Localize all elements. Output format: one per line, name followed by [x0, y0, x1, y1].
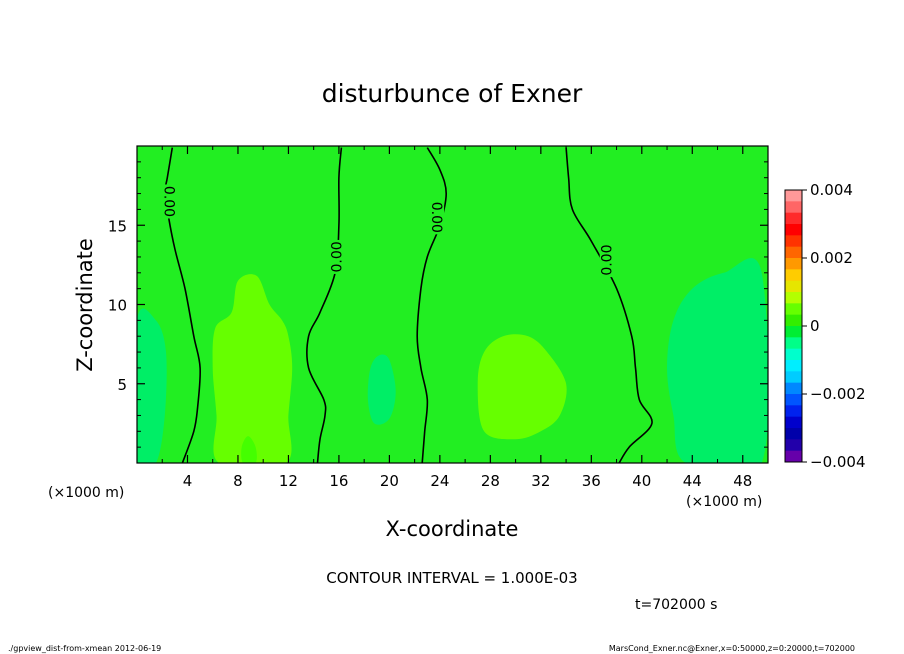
x-tick-label: 20: [380, 472, 399, 490]
colorbar-tick-label: −0.004: [810, 453, 866, 471]
x-tick-label: 48: [733, 472, 752, 490]
colorbar-swatch: [785, 224, 802, 236]
colorbar-swatch: [785, 269, 802, 282]
x-tick-label: 36: [582, 472, 601, 490]
colorbar-swatch: [785, 314, 802, 327]
contour-label-bg: [428, 200, 445, 235]
colorbar-swatch: [785, 337, 802, 350]
colorbar-swatch: [785, 450, 802, 463]
y-axis-unit: (×1000 m): [48, 485, 124, 501]
region-positive-spot-bottom: [241, 436, 257, 463]
contour-labels: 0.00 0.00 0.00 0.00: [160, 184, 616, 278]
colorbar-labels: 0.004 0.002 0 −0.002 −0.004: [802, 181, 866, 471]
x-tick-label: 24: [430, 472, 449, 490]
colorbar-tick-label: −0.002: [810, 385, 866, 403]
contour-label: 0.00: [161, 186, 177, 217]
colorbar-tick-label: 0.004: [810, 181, 853, 199]
y-axis-ticks: 5 10 15: [108, 161, 768, 448]
shaded-regions: [137, 258, 768, 463]
colorbar-swatch: [785, 292, 802, 304]
contour-label-bg: [329, 239, 346, 274]
y-tick-label: 5: [117, 376, 127, 394]
colorbar-swatch: [785, 246, 802, 259]
contour-label-bg: [160, 184, 177, 219]
contour-interval-text: CONTOUR INTERVAL = 1.000E-03: [326, 569, 577, 587]
zero-contour-line-4: [565, 147, 653, 463]
contour-label: 0.00: [330, 241, 346, 272]
x-tick-label: 40: [632, 472, 651, 490]
contour-label: 0.00: [428, 202, 444, 233]
colorbar-swatch: [785, 405, 802, 418]
footer-left: ./gpview_dist-from-xmean 2012-06-19: [8, 644, 161, 653]
region-negative-spot-center: [367, 354, 396, 425]
colorbar-swatch: [785, 382, 802, 395]
colorbar-swatch: [785, 371, 802, 384]
x-axis-unit: (×1000 m): [686, 494, 762, 510]
contour-label-bg: [599, 243, 616, 278]
x-tick-label: 28: [481, 472, 500, 490]
colorbar-tick-label: 0.002: [810, 249, 853, 267]
colorbar-swatch: [785, 190, 802, 202]
x-tick-label: 12: [279, 472, 298, 490]
x-tick-label: 32: [531, 472, 550, 490]
plot-area: [137, 146, 768, 463]
y-axis-label: Z-coordinate: [73, 238, 97, 372]
footer-right: MarsCond_Exner.nc@Exner,x=0:50000,z=0:20…: [609, 644, 855, 653]
region-positive-lobe-left: [212, 274, 293, 463]
colorbar-swatch: [785, 439, 802, 452]
region-negative-lobe-left: [137, 308, 167, 463]
x-tick-label: 16: [329, 472, 348, 490]
colorbar-swatch: [785, 258, 802, 270]
x-axis-label: X-coordinate: [386, 517, 519, 541]
colorbar-swatch: [785, 348, 802, 361]
x-axis-ticks: 4 8 12 16 20 24 28 32 36 40 44 48: [161, 146, 752, 490]
colorbar-swatch: [785, 303, 802, 316]
colorbar-swatch: [785, 416, 802, 429]
y-tick-label: 15: [108, 217, 127, 235]
time-text: t=702000 s: [635, 597, 717, 613]
region-negative-lobe-right: [667, 258, 768, 463]
colorbar-swatch: [785, 394, 802, 406]
colorbar-tick-label: 0: [810, 317, 820, 335]
colorbar-swatch: [785, 201, 802, 214]
colorbar-swatch: [785, 280, 802, 293]
region-positive-lobe-center: [477, 334, 567, 440]
colorbar-swatch: [785, 428, 802, 440]
colorbar-swatch: [785, 326, 802, 338]
zero-contour-line-2: [306, 147, 343, 463]
x-tick-label: 8: [233, 472, 243, 490]
colorbar: [785, 190, 802, 463]
contour-label: 0.00: [600, 245, 616, 276]
colorbar-swatch: [785, 235, 802, 248]
x-tick-label: 4: [183, 472, 193, 490]
colorbar-swatch: [785, 360, 802, 372]
chart-title: disturbunce of Exner: [322, 79, 583, 108]
x-tick-label: 44: [683, 472, 702, 490]
y-tick-label: 10: [108, 297, 127, 315]
zero-contour-line-3: [416, 147, 448, 463]
colorbar-swatch: [785, 212, 802, 225]
